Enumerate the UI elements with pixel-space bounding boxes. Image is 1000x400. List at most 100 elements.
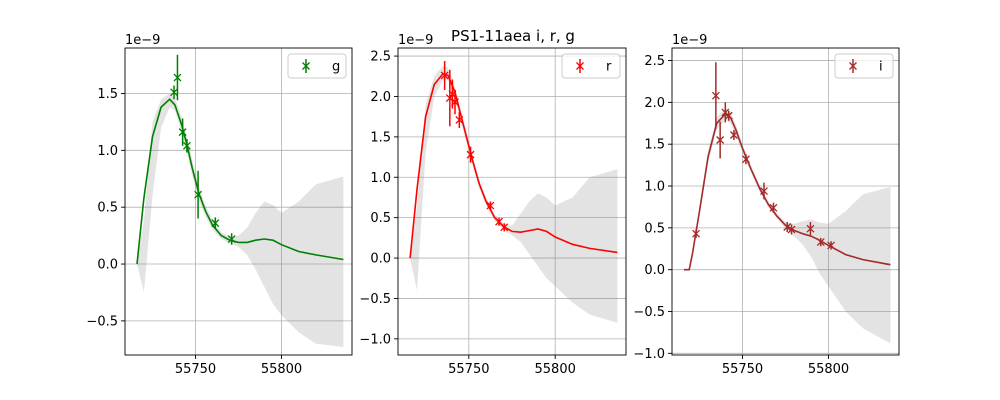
data-marker — [211, 219, 220, 228]
observation-point — [716, 121, 725, 159]
legend-box — [561, 53, 621, 79]
observation-point — [729, 129, 738, 141]
observation-point — [769, 202, 778, 213]
y-tick-label: 0.0 — [97, 258, 118, 273]
y-tick-label: −0.5 — [359, 292, 391, 307]
y-tick-label: 1.0 — [644, 180, 665, 195]
observation-point — [783, 221, 792, 233]
y-tick-label: 1.5 — [644, 138, 665, 153]
data-marker — [760, 187, 768, 196]
legend-marker — [302, 62, 310, 70]
data-marker — [769, 203, 778, 212]
data-marker — [787, 225, 796, 234]
data-marker — [711, 91, 720, 100]
y-tick-label: 0.5 — [97, 201, 118, 216]
legend-marker — [576, 62, 584, 70]
y-tick-label: 0.5 — [370, 211, 391, 226]
model-line — [409, 72, 618, 259]
data-marker — [692, 229, 701, 238]
y-offset-text: 1e−9 — [672, 33, 707, 48]
observation-point — [724, 110, 733, 121]
data-marker — [741, 155, 750, 164]
x-tick-label: 55800 — [261, 362, 302, 377]
data-marker — [729, 131, 738, 139]
data-marker — [227, 235, 236, 243]
y-tick-label: 0.5 — [644, 221, 665, 236]
observation-point — [787, 224, 796, 235]
legend-label: i — [879, 60, 883, 75]
x-tick-label: 55750 — [722, 362, 763, 377]
data-marker — [178, 128, 187, 137]
legend-marker — [849, 62, 857, 70]
y-tick-label: 1.5 — [370, 130, 391, 145]
observation-point — [173, 54, 182, 101]
model-line — [684, 113, 891, 271]
x-tick-label: 55750 — [175, 362, 216, 377]
y-tick-label: 1.0 — [370, 171, 391, 186]
y-tick-label: −1.0 — [633, 347, 665, 362]
data-marker — [451, 98, 459, 107]
y-tick-label: −0.5 — [633, 305, 665, 320]
observation-point — [827, 241, 836, 250]
observation-point — [500, 223, 509, 232]
y-tick-label: 1.5 — [97, 87, 118, 102]
axes-frame — [124, 47, 353, 356]
axes-frame — [671, 47, 900, 356]
data-marker — [500, 223, 509, 232]
panel-i-band: 55750 55800 −1.0 −0.5 0.0 0.5 1.0 1.5 2.0 2.5 1e−9… — [633, 33, 900, 377]
axes-frame — [397, 47, 627, 356]
data-marker — [194, 190, 203, 199]
observation-point — [170, 85, 178, 100]
figure-title: PS1-11aea i, r, g — [451, 27, 575, 45]
x-tick-label: 55800 — [808, 362, 849, 377]
data-marker — [466, 150, 475, 159]
y-tick-label: 1.0 — [97, 144, 118, 159]
observation-point — [451, 90, 459, 115]
legend: i — [834, 53, 894, 79]
y-tick-label: 0.0 — [644, 263, 665, 278]
panel-g-band: 55750 55800 −0.5 0.0 0.5 1.0 1.5 1e−9 g — [86, 33, 353, 377]
observation-point — [741, 154, 750, 165]
observation-point — [816, 237, 825, 247]
data-marker — [783, 223, 792, 231]
data-marker — [816, 238, 825, 247]
data-marker — [182, 141, 191, 150]
legend: r — [561, 53, 621, 79]
y-tick-label: 2.5 — [644, 54, 665, 69]
observation-point — [440, 60, 449, 91]
data-marker — [827, 241, 836, 250]
observation-point — [178, 118, 187, 146]
data-marker — [455, 115, 464, 124]
legend-box — [287, 53, 347, 79]
observation-point — [227, 233, 236, 245]
x-tick-label: 55800 — [535, 362, 576, 377]
data-marker — [716, 136, 725, 144]
observation-point — [692, 229, 701, 238]
observation-point — [760, 182, 768, 200]
confidence-band — [137, 93, 344, 347]
data-marker — [170, 88, 178, 97]
observation-point — [711, 62, 720, 130]
data-marker — [486, 201, 495, 210]
panel-r-band: 55750 55800 −1.0 −0.5 0.0 0.5 1.0 1.5 2.0 2.5 1e−9… — [359, 33, 627, 377]
legend-label: g — [332, 60, 340, 75]
y-tick-label: −1.0 — [359, 332, 391, 347]
observation-point — [806, 221, 815, 236]
data-marker — [806, 224, 815, 233]
y-tick-label: 2.0 — [370, 90, 391, 105]
legend: g — [287, 53, 347, 79]
observation-point — [194, 170, 203, 219]
y-tick-label: 2.5 — [370, 50, 391, 65]
observation-point — [466, 146, 475, 163]
observation-point — [182, 138, 191, 153]
data-marker — [440, 71, 449, 80]
observation-point — [211, 217, 220, 229]
observation-point — [486, 201, 495, 210]
legend-box — [834, 53, 894, 79]
data-marker — [724, 111, 733, 120]
y-tick-label: −0.5 — [86, 314, 118, 329]
y-tick-label: 2.0 — [644, 96, 665, 111]
y-offset-text: 1e−9 — [398, 33, 433, 48]
y-tick-label: 0.0 — [370, 252, 391, 267]
